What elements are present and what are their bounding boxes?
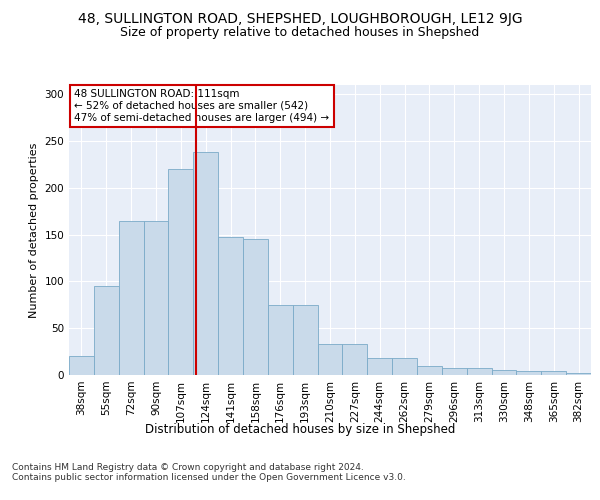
Bar <box>392 358 417 375</box>
Bar <box>268 305 293 375</box>
Bar <box>169 169 193 375</box>
Y-axis label: Number of detached properties: Number of detached properties <box>29 142 39 318</box>
Bar <box>467 368 491 375</box>
Bar <box>218 238 243 375</box>
Text: 48, SULLINGTON ROAD, SHEPSHED, LOUGHBOROUGH, LE12 9JG: 48, SULLINGTON ROAD, SHEPSHED, LOUGHBORO… <box>77 12 523 26</box>
Text: Size of property relative to detached houses in Shepshed: Size of property relative to detached ho… <box>121 26 479 39</box>
Text: Contains HM Land Registry data © Crown copyright and database right 2024.
Contai: Contains HM Land Registry data © Crown c… <box>12 462 406 482</box>
Bar <box>119 220 143 375</box>
Text: Distribution of detached houses by size in Shepshed: Distribution of detached houses by size … <box>145 422 455 436</box>
Bar <box>517 372 541 375</box>
Bar <box>343 344 367 375</box>
Bar <box>193 152 218 375</box>
Bar <box>566 373 591 375</box>
Bar <box>317 344 343 375</box>
Bar <box>367 358 392 375</box>
Text: 48 SULLINGTON ROAD: 111sqm
← 52% of detached houses are smaller (542)
47% of sem: 48 SULLINGTON ROAD: 111sqm ← 52% of deta… <box>74 90 329 122</box>
Bar <box>94 286 119 375</box>
Bar <box>293 305 317 375</box>
Bar <box>417 366 442 375</box>
Bar <box>442 368 467 375</box>
Bar <box>491 370 517 375</box>
Bar <box>243 240 268 375</box>
Bar <box>143 220 169 375</box>
Bar <box>69 356 94 375</box>
Bar <box>541 372 566 375</box>
